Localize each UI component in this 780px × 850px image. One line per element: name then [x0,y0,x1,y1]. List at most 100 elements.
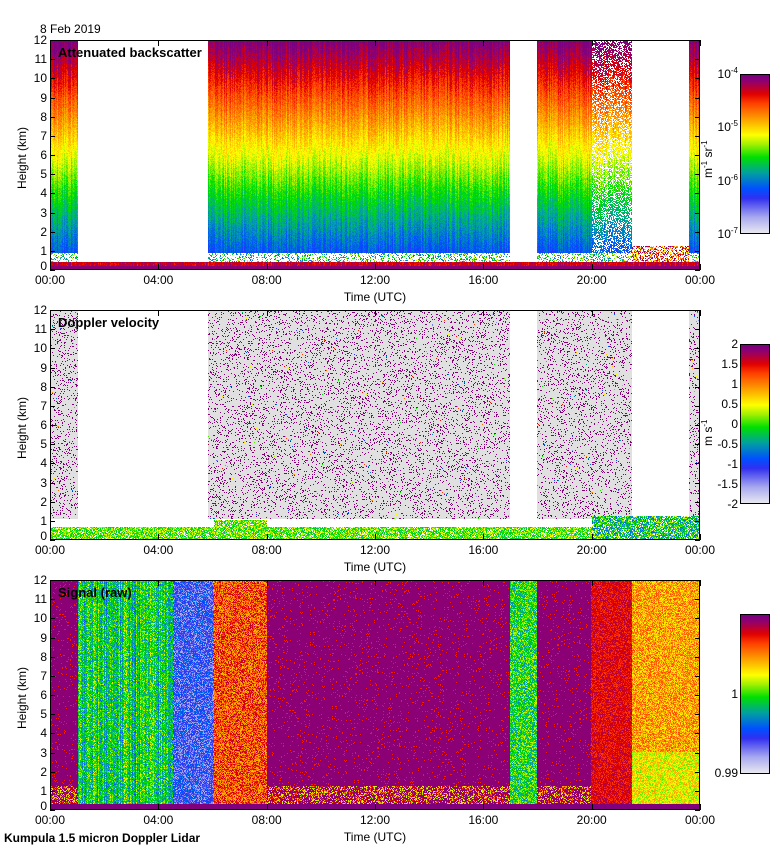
y-tick-mark [50,810,55,811]
y-tick-mark [50,580,55,581]
y-tick-label: 0 [40,529,47,543]
x-tick-label: 00:00 [34,273,66,287]
y-tick-mark [695,695,700,696]
x-tick-mark [375,310,376,316]
y-tick-mark [695,790,700,792]
y-tick-label: 1 [40,243,47,258]
y-tick-mark [695,270,700,271]
x-tick-mark [700,310,701,316]
y-tick-mark [695,310,700,311]
y-tick-mark [695,59,700,61]
x-tick-mark [591,264,593,270]
y-tick-mark [50,367,55,369]
x-tick-mark [50,580,51,586]
colorbar-tick-label: 0.99 [714,766,738,780]
y-tick-label: 10 [33,341,47,356]
y-tick-label: 8 [40,649,47,664]
y-tick-label: 7 [40,668,47,683]
y-tick-mark [695,212,700,214]
colorbar-tick-label: 10-6 [704,173,738,187]
colorbar-tick-label: 0 [731,417,738,431]
x-tick-label: 12:00 [359,273,391,287]
x-tick-mark [591,804,593,810]
colorbar-unit: m-1 sr-1 [700,140,715,178]
y-tick-label: 6 [40,148,47,162]
x-tick-mark [50,40,51,46]
y-tick-mark [695,405,700,407]
x-tick-label: 00:00 [34,543,66,557]
y-tick-label: 9 [40,630,47,645]
y-tick-mark [695,599,700,601]
colorbar-tick-mantissa: 10 [717,120,731,135]
y-tick-mark [50,155,55,156]
y-tick-mark [50,348,55,350]
y-tick-mark [50,231,55,233]
colorbar-signal [740,614,770,774]
y-tick-mark [50,618,55,620]
colorbar-tick-label: 1 [731,687,738,701]
plot-area-signal: Signal (raw) [50,580,700,810]
y-tick-label: 12 [33,33,47,47]
x-tick-mark [375,804,376,810]
panel-title: Attenuated backscatter [58,45,202,60]
y-tick-mark [50,329,55,331]
y-tick-mark [695,367,700,369]
x-tick-mark [483,580,485,586]
x-tick-mark [266,40,268,46]
y-tick-mark [50,405,55,407]
y-tick-label: 12 [33,303,47,317]
colorbar-tick-exponent: -4 [730,66,738,75]
y-tick-mark [50,59,55,61]
y-tick-mark [50,501,55,503]
y-tick-mark [50,752,55,754]
y-tick-mark [50,599,55,601]
x-tick-mark [50,804,51,810]
x-tick-mark [50,310,51,316]
y-tick-label: 2 [40,764,47,779]
x-tick-mark [158,580,160,586]
x-tick-label: 00:00 [34,813,66,827]
colorbar-tick-label: -1 [727,457,738,471]
y-tick-label: 6 [40,418,47,432]
x-tick-label: 00:00 [684,543,716,557]
x-tick-mark [700,804,701,810]
y-tick-mark [50,174,55,176]
y-tick-label: 8 [40,379,47,394]
x-axis-label: Time (UTC) [343,560,407,574]
colorbar-tick-label: -1.5 [717,477,738,491]
y-tick-mark [50,425,55,426]
y-tick-mark [695,155,700,156]
x-tick-mark [375,40,376,46]
x-tick-label: 20:00 [576,273,607,287]
y-tick-mark [695,637,700,639]
x-tick-label: 12:00 [359,543,391,557]
x-tick-mark [158,804,160,810]
y-tick-label: 7 [40,128,47,143]
y-tick-label: 4 [40,186,47,201]
y-tick-mark [695,425,700,426]
y-tick-mark [50,310,55,311]
x-tick-mark [375,534,376,540]
y-tick-mark [50,463,55,465]
y-tick-label: 2 [40,494,47,509]
y-tick-mark [695,40,700,41]
colorbar-tick-exponent: -5 [730,119,738,129]
y-tick-label: 3 [40,205,47,220]
x-tick-mark [266,804,268,810]
x-tick-mark [700,264,701,270]
y-tick-label: 4 [40,456,47,471]
y-tick-label: 11 [34,322,47,337]
y-tick-mark [695,231,700,233]
y-tick-mark [50,675,55,677]
y-tick-label: 5 [40,437,47,452]
y-tick-mark [695,752,700,754]
y-tick-mark [695,520,700,522]
y-tick-mark [50,444,55,446]
x-tick-mark [700,580,701,586]
y-tick-mark [50,97,55,99]
x-axis-label: Time (UTC) [343,290,407,304]
y-tick-mark [50,637,55,639]
y-tick-mark [695,733,700,735]
y-tick-label: 5 [40,707,47,722]
x-tick-mark [266,264,268,270]
